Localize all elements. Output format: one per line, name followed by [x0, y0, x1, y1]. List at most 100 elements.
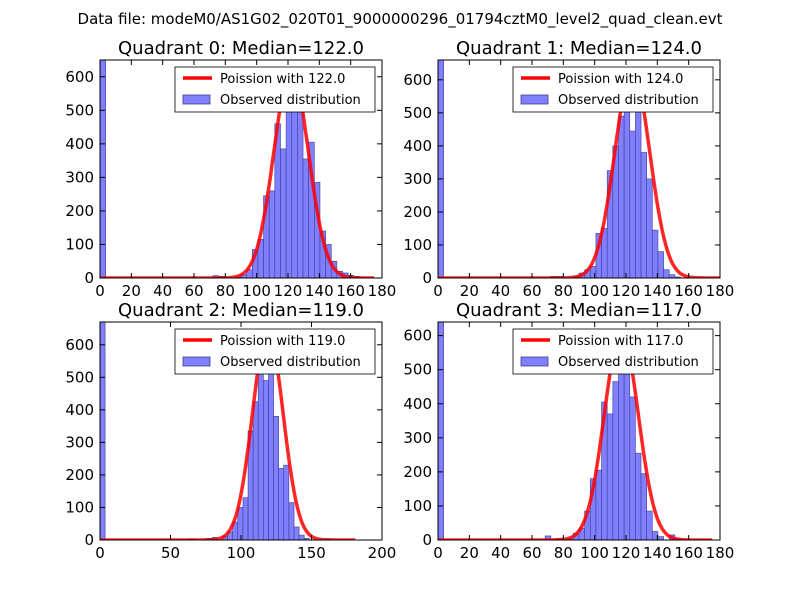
histogram-bar	[242, 497, 249, 540]
legend-bars-swatch	[182, 356, 211, 367]
histogram-bar	[652, 531, 659, 540]
legend: Poission with 122.0 Observed distribution	[174, 66, 376, 113]
y-tick-label: 300	[65, 433, 94, 451]
x-tick-label: 60	[522, 544, 541, 562]
y-tick-label: 400	[65, 135, 94, 153]
subplot-title: Quadrant 2: Median=119.0	[118, 300, 364, 321]
x-tick-label: 80	[216, 282, 235, 300]
y-tick-label: 400	[65, 401, 94, 419]
histogram-bar	[100, 60, 106, 278]
x-tick-label: 180	[706, 544, 735, 562]
legend-bars-swatch	[182, 94, 211, 105]
histogram-bar	[640, 152, 647, 278]
y-tick-label: 200	[403, 203, 432, 221]
legend: Poission with 124.0 Observed distribution	[512, 66, 714, 113]
y-tick-label: 200	[65, 466, 94, 484]
legend: Poission with 117.0 Observed distribution	[512, 328, 714, 375]
subplot-quadrant-3: 0 20 40 60 80 100 120 140 160 1800100200300400500…	[403, 300, 734, 562]
histogram-bar	[646, 178, 653, 278]
y-tick-label: 200	[403, 463, 432, 481]
x-tick-label: 140	[305, 282, 334, 300]
histogram-bar	[438, 60, 444, 278]
histogram-bar	[100, 322, 106, 540]
x-tick-label: 140	[643, 282, 672, 300]
histogram-bar	[657, 536, 664, 540]
legend-box	[174, 328, 376, 375]
legend-bars-label: Observed distribution	[558, 355, 699, 370]
legend-bars-swatch	[520, 94, 549, 105]
legend-curve-label: Poission with 119.0	[220, 334, 345, 349]
poisson-curve	[100, 68, 376, 278]
plot-area	[438, 60, 720, 278]
x-tick-label: 160	[674, 544, 703, 562]
subplot-title: Quadrant 3: Median=117.0	[456, 300, 702, 321]
y-tick-label: 400	[403, 395, 432, 413]
y-tick-label: 300	[403, 429, 432, 447]
y-tick-label: 500	[65, 368, 94, 386]
y-tick-label: 300	[65, 168, 94, 186]
histogram-bar	[663, 269, 670, 278]
legend-bars-swatch	[520, 356, 549, 367]
x-tick-label: 100	[227, 544, 256, 562]
x-tick-label: 40	[153, 282, 172, 300]
y-tick-label: 600	[65, 336, 94, 354]
x-tick-label: 100	[242, 282, 271, 300]
poisson-curve	[438, 68, 720, 278]
y-tick-label: 0	[422, 531, 432, 549]
histogram-bar	[302, 158, 309, 278]
legend-bars-label: Observed distribution	[558, 93, 699, 108]
x-tick-label: 80	[554, 282, 573, 300]
x-tick-label: 40	[491, 544, 510, 562]
x-tick-label: 180	[368, 282, 397, 300]
histogram-bar	[612, 381, 619, 540]
axes-frame	[437, 59, 721, 279]
poisson-curve	[100, 330, 357, 540]
x-tick-label: 50	[161, 544, 180, 562]
y-tick-label: 100	[65, 235, 94, 253]
x-tick-label: 60	[522, 282, 541, 300]
x-tick-label: 150	[297, 544, 326, 562]
y-tick-label: 100	[65, 498, 94, 516]
x-tick-label: 20	[460, 282, 479, 300]
x-tick-label: 0	[433, 544, 443, 562]
y-tick-label: 0	[84, 269, 94, 287]
x-tick-label: 20	[122, 282, 141, 300]
histogram-bar	[278, 468, 285, 540]
histogram-bar	[629, 130, 636, 278]
x-tick-label: 100	[580, 282, 609, 300]
y-tick-label: 300	[403, 170, 432, 188]
subplot-title: Quadrant 0: Median=122.0	[118, 38, 364, 59]
legend-bars-label: Observed distribution	[220, 355, 361, 370]
histogram-bar	[606, 413, 614, 540]
subplot-quadrant-0: 0 20 40 60 80 100 120 140 160 1800100200300400500…	[65, 38, 396, 300]
histogram-bar	[297, 108, 304, 278]
plot-area	[438, 322, 714, 540]
x-tick-label: 160	[674, 282, 703, 300]
histogram-bar	[252, 401, 259, 540]
histogram-bar	[657, 251, 664, 278]
legend-box	[174, 66, 376, 113]
y-tick-label: 500	[65, 101, 94, 119]
y-tick-label: 100	[403, 236, 432, 254]
subplot-quadrant-2: 0 50 100 150 200 0 100 200 300 400 500 600 Quadrant …	[65, 300, 396, 562]
x-tick-label: 0	[95, 544, 105, 562]
subplot-quadrant-1: 0 20 40 60 80 100 120 140 160 1800100200300400500…	[403, 38, 734, 300]
legend-box	[512, 328, 714, 375]
histogram-bar	[262, 380, 269, 540]
histogram-bar	[595, 469, 602, 540]
x-tick-label: 180	[706, 282, 735, 300]
histogram-bar	[268, 190, 276, 278]
subplot-title: Quadrant 1: Median=124.0	[456, 38, 702, 59]
histogram-bar	[280, 148, 287, 278]
figure-suptitle: Data file: modeM0/AS1G02_020T01_90000002…	[78, 10, 723, 29]
legend: Poission with 119.0 Observed distribution	[174, 328, 376, 375]
histogram-bar	[257, 347, 264, 540]
x-tick-label: 120	[612, 282, 641, 300]
y-tick-label: 600	[403, 71, 432, 89]
y-tick-label: 600	[65, 68, 94, 86]
x-tick-label: 40	[491, 282, 510, 300]
legend-curve-label: Poission with 124.0	[558, 72, 683, 87]
histogram-bar	[646, 510, 653, 540]
histogram-bar	[438, 322, 444, 540]
